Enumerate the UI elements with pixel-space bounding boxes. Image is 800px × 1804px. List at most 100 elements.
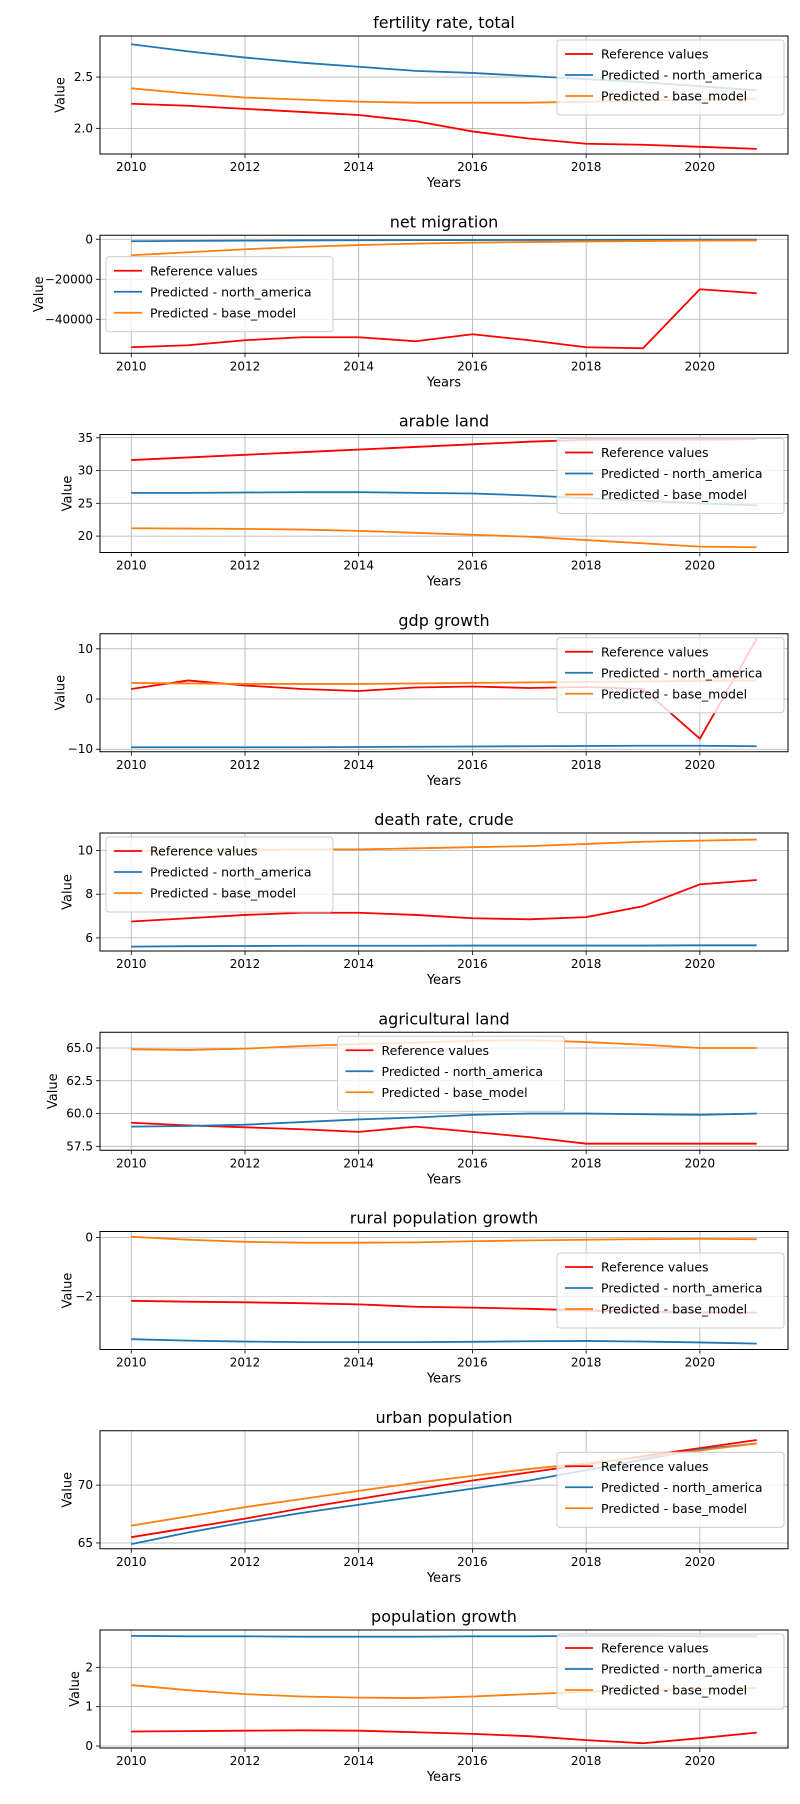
x-tick-label: 2010 [116,160,147,174]
x-tick-label: 2012 [230,559,261,573]
y-axis-label: Value [61,1472,76,1508]
legend: Reference values Predicted - north_americ… [105,836,334,913]
x-tick-label: 2014 [343,758,374,772]
x-tick-label: 2010 [116,1156,147,1170]
y-tick-label: 30 [78,464,93,478]
x-tick-label: 2018 [571,758,602,772]
legend: Reference values Predicted - north_americ… [556,39,785,116]
legend-entry: Predicted - north_america [150,865,312,880]
x-axis-label: Years [426,1770,462,1785]
x-axis-label: Years [426,774,462,789]
plot-frame [99,434,789,553]
y-tick-label: −40000 [45,312,93,326]
y-tick-label: −2 [75,1289,93,1303]
series-line-1 [131,744,757,749]
x-tick-label: 2014 [343,160,374,174]
plot-frame [99,832,789,952]
chart-title: fertility rate, total [373,13,515,32]
x-tick-label: 2010 [116,559,147,573]
y-tick-label: 0 [85,1230,93,1244]
legend-box [556,1252,785,1329]
x-tick-label: 2010 [116,1555,147,1569]
y-tick-label: 62.5 [66,1074,93,1088]
x-tick-label: 2016 [457,1156,488,1170]
x-tick-label: 2010 [116,1754,147,1768]
legend-entry: Predicted - north_america [601,466,763,481]
x-tick-label: 2016 [457,359,488,373]
legend-box [337,1035,565,1112]
y-axis-label: Value [61,874,76,910]
y-tick-label: 35 [78,431,93,445]
x-tick-label: 2016 [457,160,488,174]
y-axis-label: Value [46,1073,61,1109]
series-line-0 [131,1729,757,1745]
y-tick-label: 2 [85,1660,93,1674]
series-line-2 [131,239,757,257]
y-tick-label: 6 [85,931,93,945]
legend-box [556,1451,785,1528]
chart-3: gdp growth 2010 2012 2014 2016 2018 2020 −10 0 10… [53,611,789,789]
x-tick-label: 2014 [343,1555,374,1569]
chart-7: urban population 2010 2012 2014 2016 2018 2020… [61,1408,789,1586]
x-tick-label: 2012 [230,359,261,373]
legend-entry: Predicted - base_model [150,305,296,320]
x-tick-label: 2020 [685,1555,716,1569]
series-line-1 [131,1338,757,1345]
chart-title: urban population [375,1408,512,1427]
x-tick-label: 2020 [685,957,716,971]
x-tick-label: 2016 [457,1356,488,1370]
chart-title: gdp growth [398,611,489,630]
y-tick-label: −20000 [45,272,93,286]
x-tick-label: 2012 [230,1754,261,1768]
y-tick-label: 20 [78,529,93,543]
legend-entry: Reference values [601,47,709,62]
legend-entry: Reference values [150,263,258,278]
y-tick-label: 0 [85,1739,93,1753]
y-tick-label: 8 [85,887,93,901]
legend-entry: Predicted - base_model [601,487,747,502]
legend-entry: Reference values [601,1641,709,1656]
x-axis-label: Years [426,973,462,988]
legend-box [556,438,785,514]
legend-entry: Predicted - north_america [382,1064,544,1079]
x-tick-label: 2014 [343,559,374,573]
plot-frame [99,1629,789,1749]
x-tick-label: 2020 [685,758,716,772]
x-axis-label: Years [426,1372,462,1387]
y-tick-label: 25 [78,496,93,510]
series-line-0 [131,879,757,923]
legend-entry: Predicted - north_america [601,1281,763,1296]
y-axis-label: Value [53,675,68,711]
legend-entry: Predicted - north_america [601,665,763,680]
y-tick-label: 0 [85,692,93,706]
legend-entry: Reference values [601,1459,709,1474]
series-line-0 [131,102,757,150]
y-tick-label: 70 [78,1478,93,1492]
legend: Reference values Predicted - north_americ… [556,637,785,714]
legend-box [556,1633,785,1710]
y-axis-label: Value [53,77,68,113]
legend-entry: Reference values [601,644,709,659]
chart-title: rural population growth [350,1209,539,1228]
legend-entry: Reference values [150,844,258,859]
x-axis-label: Years [426,176,462,191]
chart-4: death rate, crude 2010 2012 2014 2016 2018 202… [61,810,789,988]
y-tick-label: 60.0 [66,1107,93,1121]
legend-entry: Predicted - north_america [150,284,312,299]
series-line-2 [131,1235,757,1244]
legend-entry: Reference values [382,1043,490,1058]
chart-title: population growth [371,1607,517,1626]
x-tick-label: 2020 [685,160,716,174]
plot-frame [99,1231,789,1350]
plot-frame [99,1031,789,1151]
y-axis-label: Value [61,1273,76,1309]
series-line-1 [131,1112,757,1128]
x-tick-label: 2012 [230,1356,261,1370]
y-tick-label: 10 [78,843,93,857]
legend-box [556,39,785,116]
x-tick-label: 2016 [457,1754,488,1768]
x-tick-label: 2018 [571,160,602,174]
x-tick-label: 2018 [571,1754,602,1768]
